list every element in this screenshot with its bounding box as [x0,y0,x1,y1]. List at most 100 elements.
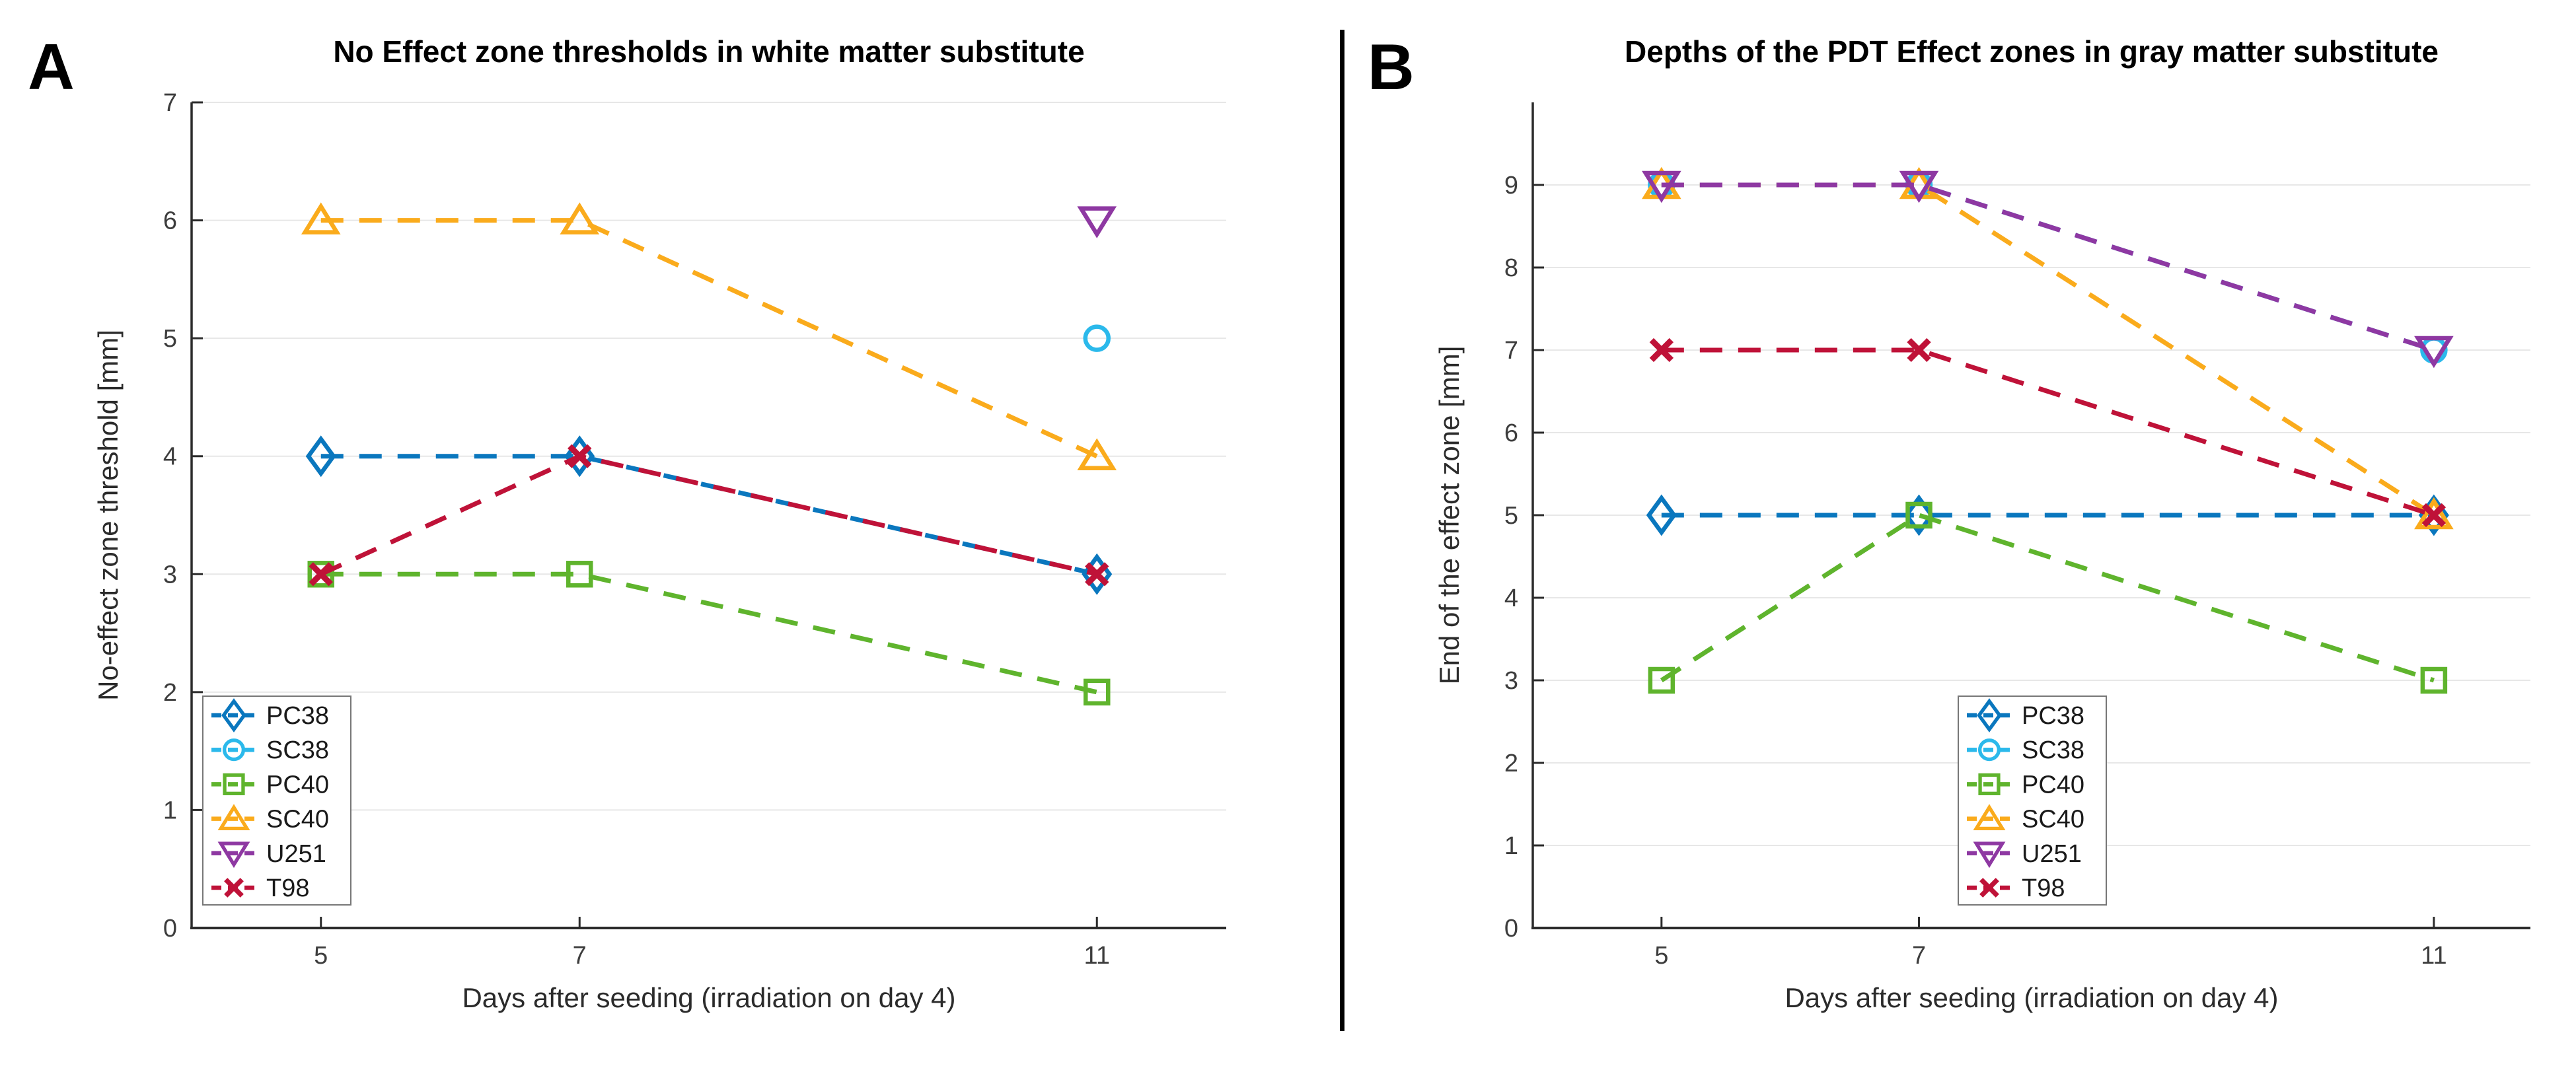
y-tick-label: 2 [1504,750,1518,777]
y-tick-label: 9 [1504,172,1518,199]
series-line-U251 [1661,182,2435,353]
series-T98 [1661,347,2435,518]
legend-label: SC40 [2022,806,2084,834]
legend-marker-PC40 [223,773,245,796]
y-tick-label: 8 [1504,254,1518,282]
data-marker-SC40 [2414,497,2454,530]
legend-label: PC38 [2022,702,2084,730]
data-marker-PC40 [2420,666,2448,694]
x-tick-label: 5 [314,942,328,970]
data-marker-PC38 [305,435,336,478]
series-line-PC40 [320,571,1098,695]
panel-b-letter: B [1368,30,1415,103]
x-tick-label: 11 [1084,942,1110,970]
x-axis-label: Days after seeding (irradiation on day 4… [462,982,955,1013]
x-tick-label: 7 [573,942,587,970]
data-marker-U251 [2414,336,2454,369]
data-marker-T98 [1907,338,1931,363]
legend-marker-SC38 [222,738,246,762]
legend-label: T98 [2022,874,2065,902]
legend-marker-U251 [1973,841,2006,869]
data-marker-SC40 [560,202,600,234]
series-U251 [1661,182,2435,353]
y-tick-label: 1 [163,797,177,824]
data-marker-T98 [1649,338,1674,363]
legend-marker-SC38 [1977,738,2001,762]
panel-divider-line [1340,30,1344,1031]
data-marker-PC40 [1084,678,1111,706]
data-marker-U251 [1642,170,1681,203]
legend-label: SC38 [266,736,329,764]
data-marker-T98 [2421,503,2447,528]
legend-marker-T98 [1979,878,1999,898]
data-marker-T98 [1085,562,1109,587]
y-tick-label: 4 [1504,585,1518,612]
panel-a-chart: 5 7 11 0 1 2 3 4 5 6 7 No Effect zone thresholds in… [92,34,1226,1013]
data-marker-PC40 [1648,666,1675,694]
data-marker-PC40 [566,561,593,588]
data-marker-PC40 [307,561,334,588]
y-tick-label: 5 [1504,502,1518,530]
panel-b-chart: 5 7 11 0 1 2 3 4 5 6 7 8 9 Depths of the PDT Effect z… [1434,34,2530,1013]
y-tick-label: 4 [163,443,177,471]
y-axis-label: No-effect zone threshold [mm] [92,330,124,701]
y-tick-label: 7 [1504,337,1518,365]
data-marker-SC40 [1077,438,1117,470]
legend-label: T98 [266,874,309,902]
legend-marker-SC40 [217,804,250,831]
y-tick-label: 0 [163,915,177,943]
legend-marker-PC38 [221,698,246,732]
series-line-SC40 [320,218,1098,458]
series-line-T98 [320,454,1098,577]
y-tick-label: 1 [1504,832,1518,860]
x-tick-label: 7 [1912,942,1926,970]
series-PC38 [320,454,1098,577]
data-marker-PC38 [1903,494,1934,536]
chart-title: Depths of the PDT Effect zones in gray m… [1625,34,2439,69]
data-marker-T98 [309,562,333,587]
legend-marker-U251 [217,841,250,869]
series-T98 [320,454,1098,577]
series-PC40 [1660,513,2435,683]
legend-label: U251 [2022,840,2082,868]
data-marker-U251 [1077,206,1117,238]
legend-label: PC40 [2022,771,2084,799]
data-marker-SC38 [1083,324,1111,352]
legend-marker-PC38 [1977,698,2002,732]
y-axis-label: End of the effect zone [mm] [1434,346,1465,685]
data-marker-U251 [1899,170,1939,203]
legend-label: SC40 [266,806,329,834]
legend-box [202,696,351,906]
legend-box [1958,696,2107,906]
x-axis-label: Days after seeding (irradiation on day 4… [1785,982,2278,1013]
y-tick-label: 0 [1504,915,1518,943]
legend-label: PC40 [266,771,329,799]
y-tick-label: 3 [1504,667,1518,695]
y-tick-label: 6 [163,207,177,235]
series-line-PC40 [1660,513,2435,683]
y-tick-label: 6 [1504,419,1518,447]
data-marker-SC40 [301,202,341,234]
chart-title: No Effect zone thresholds in white matte… [333,34,1084,69]
series-line-T98 [1661,347,2435,518]
legend-label: U251 [266,840,326,868]
y-tick-label: 2 [163,679,177,707]
legend-label: SC38 [2022,736,2084,764]
x-tick-label: 11 [2421,942,2447,970]
legend-marker-PC40 [1978,773,2001,796]
series-SC40 [320,218,1098,458]
series-PC40 [320,571,1098,695]
data-marker-PC38 [1646,494,1677,536]
panel-b: B 5 7 11 0 1 2 3 4 5 6 7 8 9 Depths of the PDT Effect… [1288,0,2576,1070]
panel-a-letter: A [28,30,75,103]
series-line-PC38 [320,454,1098,577]
y-tick-label: 5 [163,325,177,353]
data-marker-T98 [568,444,592,468]
legend-marker-SC40 [1973,804,2006,831]
y-tick-label: 3 [163,561,177,588]
x-tick-label: 5 [1654,942,1668,970]
panel-a: A 5 7 11 0 1 2 3 4 5 6 7 No Effect zone thresholds … [28,30,1226,1013]
legend-marker-T98 [224,878,244,898]
legend-label: PC38 [266,702,329,730]
